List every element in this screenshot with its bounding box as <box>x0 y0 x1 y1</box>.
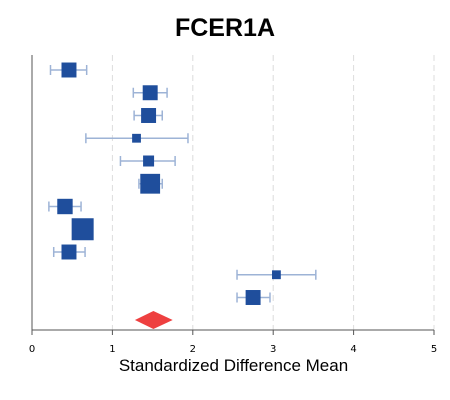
x-tick-label: 1 <box>109 344 115 355</box>
study-square <box>71 218 94 241</box>
summary-diamond <box>134 311 173 329</box>
study-square <box>272 270 281 280</box>
x-tick-label: 3 <box>270 344 276 355</box>
study-square <box>141 108 157 123</box>
study-square <box>140 173 161 194</box>
x-tick-label: 5 <box>431 344 437 355</box>
study-square <box>57 198 73 215</box>
x-tick-label: 4 <box>350 344 356 355</box>
chart-title: FCER1A <box>174 14 275 42</box>
study-square <box>132 133 141 143</box>
study-square <box>143 155 155 167</box>
x-tick-label: 2 <box>190 344 196 355</box>
study-square <box>61 62 77 78</box>
study-square <box>245 290 261 305</box>
study-square <box>142 85 158 101</box>
x-tick-label: 0 <box>29 344 35 355</box>
x-axis-label: Standardized Difference Mean <box>118 356 349 375</box>
study-square <box>61 244 77 260</box>
